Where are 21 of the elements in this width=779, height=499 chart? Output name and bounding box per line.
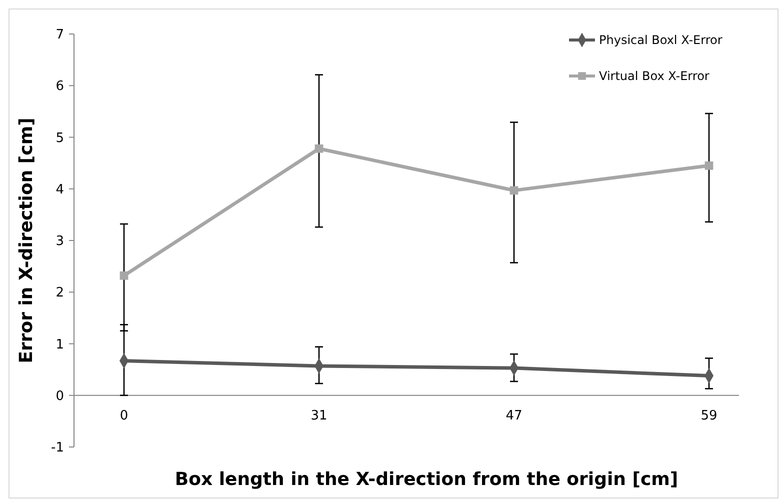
y-tick-label: 3 [56,234,64,250]
x-tick-label: 59 [700,408,718,424]
point [704,161,714,170]
y-tick-label: 2 [56,286,64,301]
legend-label: Virtual Box X-Error [599,69,710,84]
x-axis-title: Box length in the X-direction from the origin [cm] [174,469,678,490]
point [314,144,324,153]
y-tick-label: 7 [56,28,64,43]
y-tick-label: 1 [56,337,64,352]
y-tick-label: 4 [56,182,64,198]
x-tick-label: 31 [310,408,328,424]
x-tick-label: 47 [506,408,522,424]
y-axis-title: Error in X-direction [cm] [16,118,37,364]
y-tick-label: 0 [56,388,64,404]
x-tick-label: 0 [120,408,128,424]
point [120,271,128,280]
legend-label: Physical Boxl X-Error [599,33,722,48]
y-tick-label: 6 [56,79,64,94]
y-tick-label: 5 [56,130,64,146]
point [510,186,518,195]
y-tick-label: -1 [51,440,64,456]
